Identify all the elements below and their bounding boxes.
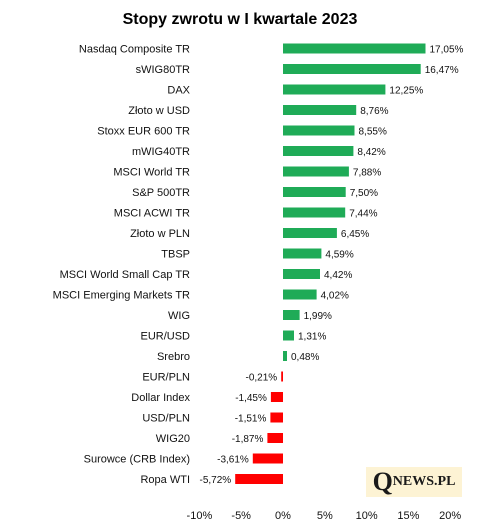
category-label-msci-world-tr: MSCI World TR [113,167,190,179]
category-labels-group: Nasdaq Composite TR sWIG80TR DAX Złoto w US… [53,44,191,487]
value-label-mwig40tr: 8,42% [357,147,385,158]
category-label-nasdaq-composite-tr: Nasdaq Composite TR [79,44,190,56]
x-tick-label: 15% [397,510,419,522]
bar-nasdaq-composite-tr [283,43,426,54]
value-label-s-p-500tr: 7,50% [350,188,378,199]
value-label-eur-pln: -0,21% [246,373,278,384]
bar-tbsp [283,248,322,259]
logo-text: NEWS.PL [392,474,456,489]
category-label-ropa-wti: Ropa WTI [140,474,190,486]
x-tick-label: -10% [187,510,213,522]
category-label-surowce-crb-index: Surowce (CRB Index) [84,454,190,466]
logo-letter: Q [372,467,393,496]
bar-dollar-index [270,392,283,402]
value-labels-group: 17,05% 16,47%12,25%8,76% 8,55% 8,42% 7,88% 7,… [200,45,464,487]
x-tick-label: 20% [439,510,461,522]
value-label-swig80tr: 16,47% [425,65,459,76]
category-label-z-oto-w-pln: Złoto w PLN [130,228,190,240]
value-label-tbsp: 4,59% [325,250,353,261]
bar-usd-pln [270,412,283,423]
category-label-msci-emerging-markets-tr: MSCI Emerging Markets TR [53,290,190,302]
value-label-surowce-crb-index: -3,61% [217,455,249,466]
bar-srebro [283,351,287,361]
value-label-ropa-wti: -5,72% [200,475,232,486]
bar-mwig40tr [283,146,354,156]
value-label-eur-usd: 1,31% [298,332,326,343]
value-label-msci-acwi-tr: 7,44% [349,209,377,220]
value-label-dax: 12,25% [389,86,423,97]
category-label-swig80tr: sWIG80TR [136,64,190,76]
category-label-mwig40tr: mWIG40TR [132,146,190,158]
bars-group [235,43,426,484]
category-label-z-oto-w-usd: Złoto w USD [128,105,190,117]
category-label-stoxx-eur-600-tr: Stoxx EUR 600 TR [97,126,190,138]
bar-z-oto-w-pln [283,228,337,238]
bar-wig20 [267,433,283,443]
category-label-dollar-index: Dollar Index [131,392,190,404]
bar-s-p-500tr [283,187,346,197]
category-label-tbsp: TBSP [161,249,190,261]
category-label-msci-acwi-tr: MSCI ACWI TR [114,208,190,220]
category-label-s-p-500tr: S&P 500TR [132,187,190,199]
value-label-nasdaq-composite-tr: 17,05% [430,45,464,56]
value-label-z-oto-w-usd: 8,76% [360,106,388,117]
bar-wig [283,310,300,320]
value-label-msci-world-small-cap-tr: 4,42% [324,270,352,281]
value-label-srebro: 0,48% [291,352,319,363]
value-label-stoxx-eur-600-tr: 8,55% [359,127,387,138]
category-label-usd-pln: USD/PLN [142,413,190,425]
bar-msci-acwi-tr [283,207,346,218]
value-label-dollar-index: -1,45% [235,393,267,404]
value-label-wig: 1,99% [304,311,332,322]
x-tick-label: 0% [275,510,291,522]
category-label-wig20: WIG20 [156,433,190,445]
category-label-wig: WIG [168,310,190,322]
value-label-msci-world-tr: 7,88% [353,168,381,179]
bar-surowce-crb-index [252,453,283,464]
category-label-srebro: Srebro [157,351,190,363]
chart-title: Stopy zwrotu w I kwartale 2023 [123,11,358,28]
x-tick-label: 5% [317,510,333,522]
bar-stoxx-eur-600-tr [283,125,355,136]
category-label-eur-pln: EUR/PLN [142,372,190,384]
category-label-dax: DAX [167,85,190,97]
bar-ropa-wti [235,474,283,484]
value-label-wig20: -1,87% [232,434,264,445]
x-axis-ticks-group: -10% -5% 0% 5% 10% 15% 20% [187,510,462,522]
bar-swig80tr [283,64,421,74]
bar-z-oto-w-usd [283,105,357,115]
qnews-logo: Q NEWS.PL [366,467,462,497]
value-label-msci-emerging-markets-tr: 4,02% [321,291,349,302]
bar-eur-usd [283,330,294,341]
category-label-msci-world-small-cap-tr: MSCI World Small Cap TR [60,269,190,281]
x-tick-label: 10% [356,510,378,522]
bar-eur-pln [281,371,283,382]
bar-dax [283,84,386,95]
category-label-eur-usd: EUR/USD [140,331,190,343]
value-label-z-oto-w-pln: 6,45% [341,229,369,240]
x-tick-label: -5% [231,510,251,522]
bar-msci-world-small-cap-tr [283,269,320,279]
value-label-usd-pln: -1,51% [235,414,267,425]
bar-msci-world-tr [283,166,349,177]
bar-msci-emerging-markets-tr [283,289,317,300]
